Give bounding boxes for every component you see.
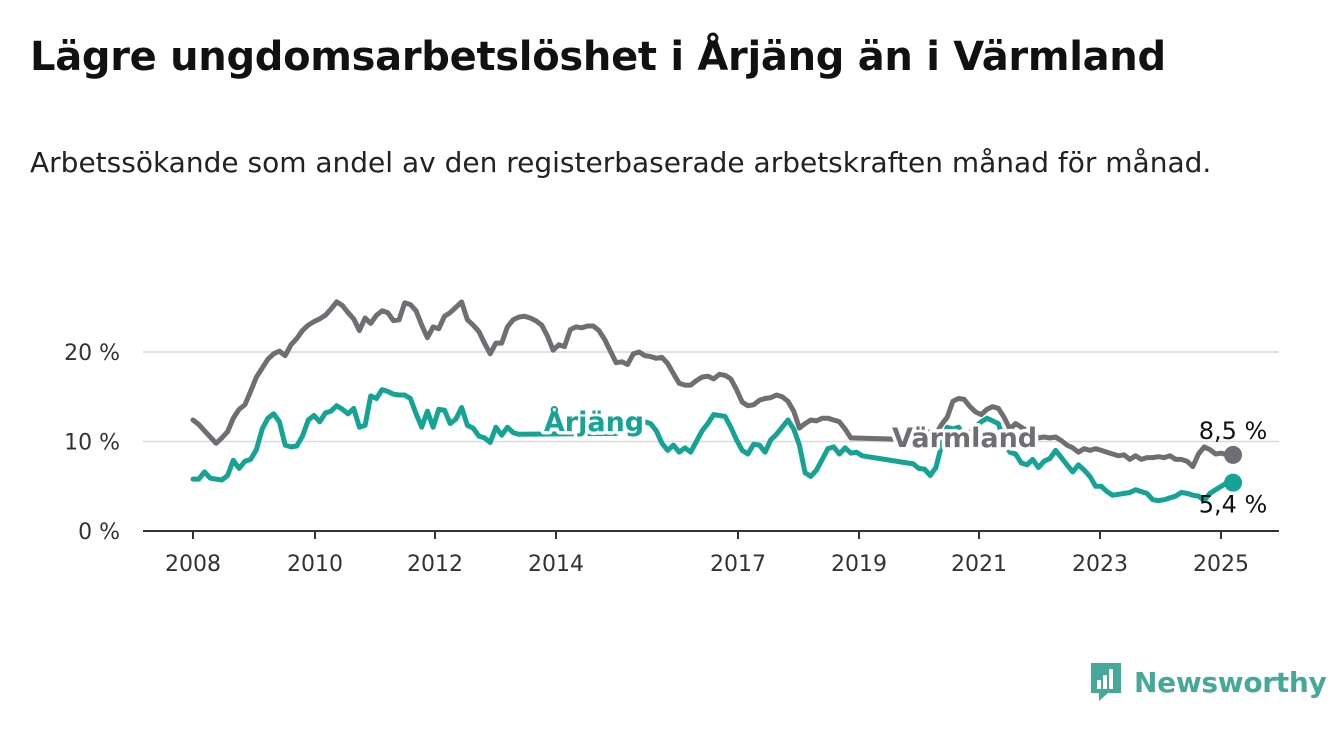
x-axis-ticks: 2008 2010 2012 2014 2017 2019 2021 2023 2025 [165,531,1249,577]
x-tick-label: 2021 [951,552,1007,577]
end-value-label: 5,4 % [1199,491,1268,519]
x-tick-label: 2012 [407,552,463,577]
x-tick-label: 2019 [831,552,887,577]
series-endpoints: 8,5 % 5,4 % [1199,417,1268,519]
gridlines [143,351,1279,443]
x-tick-label: 2008 [165,552,221,577]
y-tick-label: 10 % [64,431,120,456]
series-label-varmland: Värmland [892,423,1037,454]
newsworthy-logo-icon [1091,663,1121,701]
end-value-label: 8,5 % [1199,417,1268,445]
series-line-varmland [190,299,1230,470]
x-tick-label: 2010 [287,552,343,577]
newsworthy-brand: Newsworthy [1088,660,1327,704]
brand-name: Newsworthy [1134,665,1327,699]
x-tick-label: 2023 [1072,552,1128,577]
end-point-varmland [1224,445,1243,464]
series-label-arjang: Årjäng [544,406,644,438]
y-tick-label: 20 % [64,341,120,366]
end-point-arjang [1224,473,1243,492]
chart-title: Lägre ungdomsarbetslöshet i Årjäng än i … [30,34,1166,80]
series-lines [190,299,1230,504]
series-line-arjang [190,387,1230,504]
x-tick-label: 2017 [710,552,766,577]
y-tick-label: 0 % [78,520,120,545]
series-annotations: Årjäng Värmland [540,402,1040,457]
y-axis-ticks: 0 % 10 % 20 % [64,341,120,545]
chart-subtitle: Arbetssökande som andel av den registerb… [30,146,1212,179]
x-tick-label: 2014 [528,552,584,577]
x-tick-label: 2025 [1193,552,1249,577]
